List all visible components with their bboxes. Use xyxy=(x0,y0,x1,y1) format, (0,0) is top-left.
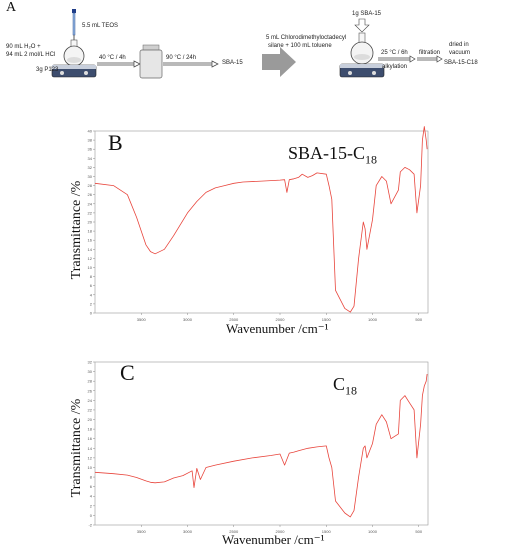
silane-line1: 5 mL Chlorodimethyloctadecyl xyxy=(266,35,347,41)
xlabel-b: Wavenumber /cm⁻¹ xyxy=(226,321,329,336)
chart-c-y-tick-label: 32 xyxy=(88,360,93,365)
chart-b-y-tick-label: 32 xyxy=(88,165,93,170)
filtration-label: filtration xyxy=(419,50,441,56)
chart-b-y-tick-label: 34 xyxy=(88,156,93,161)
chart-c-y-tick-label: 2 xyxy=(90,503,93,508)
sba15-input-label: 1g SBA-15 xyxy=(352,11,382,17)
chart-b-x-tick-label: 1500 xyxy=(322,317,332,322)
dried-line2: vacuum xyxy=(449,50,471,56)
chart-b-x-tick-label: 3000 xyxy=(183,317,193,322)
chart-b-y-tick-label: 2 xyxy=(90,301,93,306)
xlabel-c: Wavenumber /cm⁻¹ xyxy=(222,532,325,547)
chart-c-x-tick-label: 2000 xyxy=(276,529,286,534)
panel-label-c: C xyxy=(120,360,135,385)
chart-b-y-tick-label: 8 xyxy=(90,274,93,279)
chart-b-y-tick-label: 28 xyxy=(88,183,93,188)
chart-c-x-tick-label: 1500 xyxy=(322,529,332,534)
round-flask-icon xyxy=(63,39,85,67)
chart-b-y-tick-label: 24 xyxy=(88,201,93,206)
autoclave-bottle-icon xyxy=(139,44,163,79)
down-arrow-icon xyxy=(354,18,370,33)
chart-c-y-tick-label: 16 xyxy=(88,436,93,441)
alkylation-label: alkylation xyxy=(382,64,408,70)
chart-c-y-tick-label: 8 xyxy=(90,475,93,480)
chart-c-x-tick-label: 1000 xyxy=(368,529,378,534)
step3-label: 25 °C / 6h xyxy=(381,50,408,56)
silane-line2: silane + 100 mL toluene xyxy=(268,43,332,49)
chart-title-c: C18 xyxy=(333,374,357,399)
dried-line1: dried in xyxy=(449,42,469,48)
chart-c-y-tick-label: 24 xyxy=(88,398,93,403)
p123-label: 3g P123 xyxy=(36,67,59,73)
chart-title-c-sub: 18 xyxy=(345,383,358,398)
product2-label: SBA-15-C18 xyxy=(444,60,478,66)
chart-c-x-tick-label: 3500 xyxy=(137,529,147,534)
product1-label: SBA-15 xyxy=(222,60,243,66)
chart-b-y-tick-label: 12 xyxy=(88,256,93,261)
chart-b-y-tick-label: 20 xyxy=(88,220,93,225)
chart-c-y-tick-label: 12 xyxy=(88,455,93,460)
hotplate-stirrer-icon xyxy=(339,63,385,78)
chart-b-y-tick-label: 22 xyxy=(88,210,93,215)
chart-b-x-tick-label: 500 xyxy=(415,317,422,322)
synthesis-scheme xyxy=(51,9,443,79)
chart-b-y-tick-label: 0 xyxy=(90,311,93,316)
chart-b-x-tick-label: 2000 xyxy=(276,317,286,322)
dropping-funnel-icon xyxy=(72,9,76,40)
chart-c-x-tick-label: 2500 xyxy=(229,529,239,534)
chart-c-x-tick-label: 3000 xyxy=(183,529,193,534)
step2-label: 90 °C / 24h xyxy=(166,55,197,61)
chart-title-b-sub: 18 xyxy=(365,152,378,167)
chart-c-y-tick-label: 22 xyxy=(88,407,93,412)
chart-b-y-tick-label: 16 xyxy=(88,238,93,243)
chart-b-y-tick-label: 4 xyxy=(90,292,93,297)
chart-b-y-tick-label: 14 xyxy=(88,247,93,252)
chart-b-y-tick-label: 36 xyxy=(88,147,93,152)
chart-c-y-tick-label: 6 xyxy=(90,484,93,489)
chart-c-y-tick-label: 30 xyxy=(88,369,93,374)
step1-label: 40 °C / 4h xyxy=(99,55,126,61)
reagents-line1: 90 mL H₂O + xyxy=(6,44,41,50)
chart-b-y-tick-label: 38 xyxy=(88,138,93,143)
chart-c-y-tick-label: 20 xyxy=(88,417,93,422)
chart-b-spectrum-line-0 xyxy=(94,126,428,313)
chart-title-b-main: SBA-15-C xyxy=(288,143,366,163)
chart-title-b: SBA-15-C18 xyxy=(288,143,377,168)
chart-c-y-tick-label: 14 xyxy=(88,446,93,451)
chart-c-y-tick-label: 26 xyxy=(88,388,93,393)
process-arrow-icon xyxy=(262,47,296,77)
chart-c-y-tick-label: 4 xyxy=(90,494,93,499)
chart-b-y-tick-label: 10 xyxy=(88,265,93,270)
chart-b-x-tick-label: 2500 xyxy=(229,317,239,322)
chart-title-c-main: C xyxy=(333,374,346,394)
chart-c-y-tick-label: 18 xyxy=(88,427,93,432)
chart-c-plot-frame xyxy=(94,361,429,526)
chart-b-y-tick-label: 6 xyxy=(90,283,93,288)
reagents-line2: 94 mL 2 mol/L HCl xyxy=(6,52,56,58)
teos-label: 5.5 mL TEOS xyxy=(82,23,119,29)
chart-c-y-tick-label: 10 xyxy=(88,465,93,470)
chart-c-y-tick-label: 0 xyxy=(90,513,93,518)
chart-b-y-tick-label: 40 xyxy=(88,129,93,134)
chart-b-x-tick-label: 3500 xyxy=(137,317,147,322)
chart-b-y-tick-label: 26 xyxy=(88,192,93,197)
chart-b-x-tick-label: 1000 xyxy=(368,317,378,322)
hotplate-stirrer-icon xyxy=(51,64,97,78)
chart-b-y-tick-label: 18 xyxy=(88,229,93,234)
chart-c-spectrum-line-0 xyxy=(94,373,428,518)
chart-c-y-tick-label: 28 xyxy=(88,379,93,384)
chart-c-x-tick-label: 500 xyxy=(415,529,422,534)
chart-c-y-tick-label: -2 xyxy=(88,523,92,528)
chart-b-y-tick-label: 30 xyxy=(88,174,93,179)
panel-label-b: B xyxy=(108,130,123,155)
panel-label-a: A xyxy=(6,0,17,15)
